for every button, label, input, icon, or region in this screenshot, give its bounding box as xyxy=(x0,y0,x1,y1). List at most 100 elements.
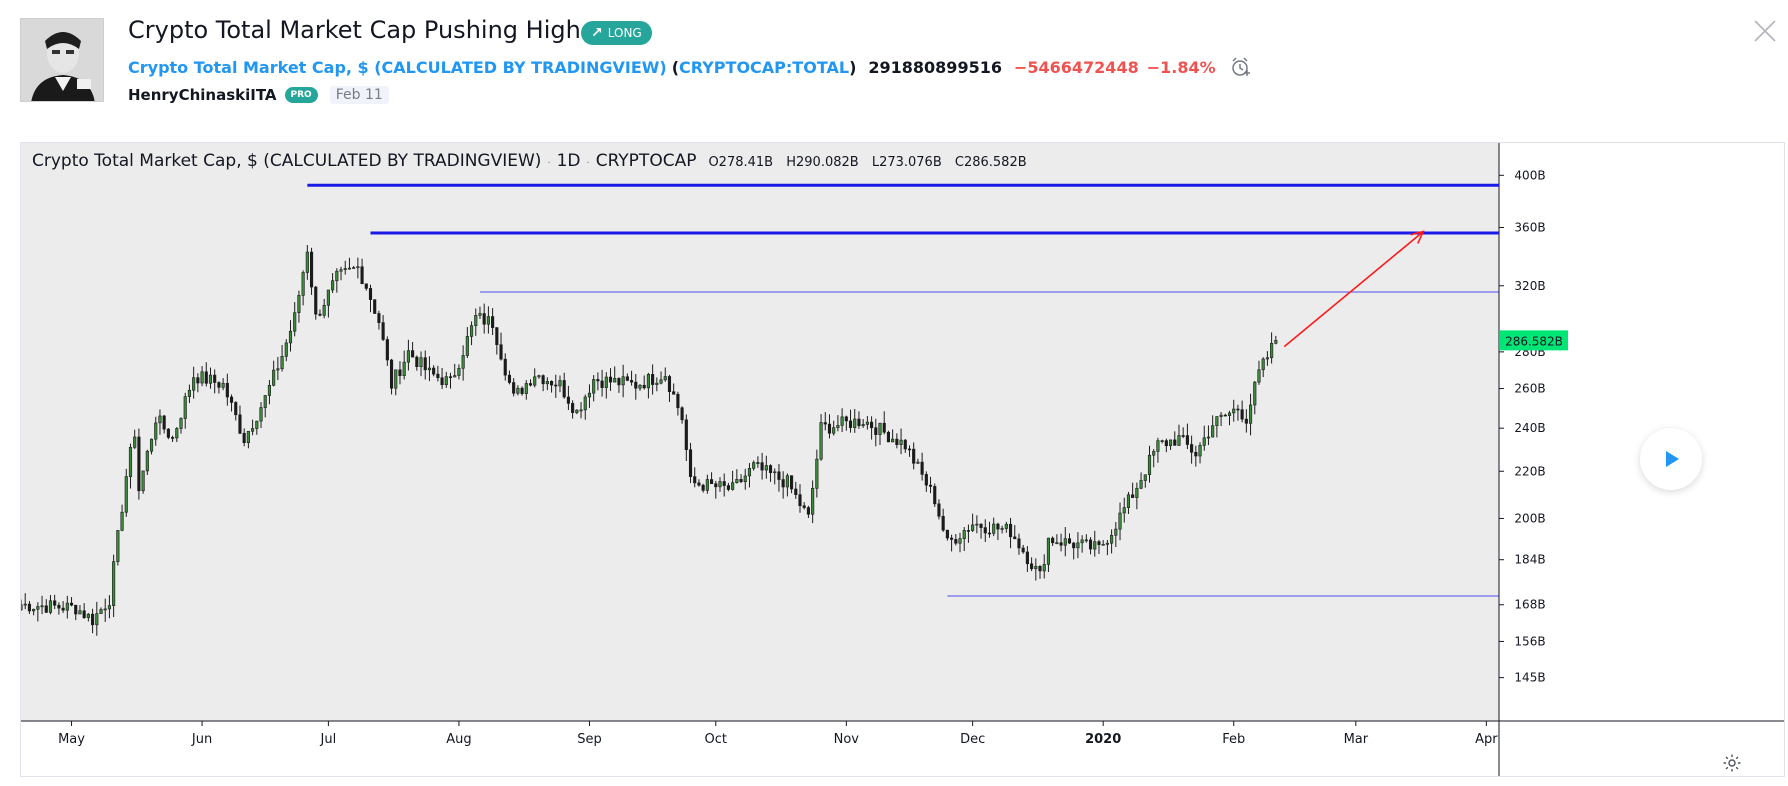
candle-body xyxy=(356,266,360,269)
candle-body xyxy=(996,523,1000,530)
candle-body xyxy=(554,384,558,387)
candle-body xyxy=(107,605,111,610)
candle-body xyxy=(288,330,293,344)
close-button[interactable] xyxy=(1752,18,1778,44)
alarm-clock-icon[interactable] xyxy=(1230,56,1252,78)
legend-symbol: Crypto Total Market Cap, $ (CALCULATED B… xyxy=(32,151,542,171)
candle-body xyxy=(1240,409,1244,420)
author-name-link[interactable]: HenryChinaskiITA xyxy=(128,86,277,104)
candle-body xyxy=(482,313,486,325)
candle-body xyxy=(718,481,722,488)
time-tick-label: Feb xyxy=(1222,732,1245,747)
candle-body xyxy=(343,268,347,270)
candle-body xyxy=(655,382,659,385)
price-chart[interactable]: 440B400B360B320B280B260B240B220B200B184B… xyxy=(21,143,1784,776)
candle-body xyxy=(183,396,187,419)
candle-body xyxy=(423,357,427,371)
candle-body xyxy=(600,380,604,388)
candle-body xyxy=(672,391,676,395)
candle-body xyxy=(579,409,583,412)
candle-body xyxy=(1135,487,1139,498)
candle-body xyxy=(91,613,95,626)
candle-body xyxy=(954,539,958,544)
candle-body xyxy=(1253,381,1257,406)
candle-body xyxy=(625,376,629,381)
pro-badge: PRO xyxy=(284,87,318,103)
candle-body xyxy=(1105,542,1109,545)
price-tick-label: 145B xyxy=(1514,671,1545,685)
candle-body xyxy=(1114,528,1118,536)
symbol-name-link[interactable]: Crypto Total Market Cap, $ (CALCULATED B… xyxy=(128,57,667,77)
candle-body xyxy=(103,608,107,611)
time-tick-label: 2020 xyxy=(1085,732,1121,747)
legend-low: L273.076B xyxy=(871,155,942,170)
candle-body xyxy=(120,511,124,531)
candle-body xyxy=(436,373,440,379)
candle-body xyxy=(179,418,183,429)
candle-body xyxy=(40,605,44,608)
candle-body xyxy=(1067,538,1072,544)
candle-body xyxy=(781,479,785,488)
candle-body xyxy=(962,530,966,539)
chart-container[interactable]: 440B400B360B320B280B260B240B220B200B184B… xyxy=(20,142,1785,777)
candle-body xyxy=(171,437,175,439)
candle-body xyxy=(297,295,301,314)
candle-body xyxy=(768,465,773,474)
candle-body xyxy=(364,283,368,289)
candle-body xyxy=(638,384,642,389)
candle-body xyxy=(966,530,970,532)
candle-body xyxy=(86,613,90,618)
candle-body xyxy=(630,380,634,383)
price-tick-label: 168B xyxy=(1514,598,1545,612)
symbol-ticker-link[interactable]: CRYPTOCAP:TOTAL xyxy=(679,57,850,77)
candle-body xyxy=(82,610,86,618)
candle-body xyxy=(933,486,937,505)
candle-body xyxy=(69,602,74,606)
candle-body xyxy=(204,371,208,384)
candle-body xyxy=(112,561,116,606)
candle-body xyxy=(1223,414,1227,417)
candle-body xyxy=(419,357,423,367)
candle-body xyxy=(1236,408,1240,411)
candle-body xyxy=(583,396,587,411)
price-tick-label: 360B xyxy=(1514,220,1545,234)
candle-body xyxy=(1030,563,1034,570)
candle-body xyxy=(78,610,82,615)
symbol-close-paren: ) xyxy=(849,57,857,77)
candle-body xyxy=(790,475,794,490)
candle-body xyxy=(1017,538,1021,549)
candle-body xyxy=(385,339,389,361)
chart-settings-button[interactable] xyxy=(1719,751,1745,775)
candle-body xyxy=(571,403,575,413)
play-button[interactable] xyxy=(1640,428,1702,490)
candle-body xyxy=(550,381,554,386)
candle-body xyxy=(853,418,857,428)
projection-arrow-line xyxy=(1283,230,1424,348)
candle-body xyxy=(377,313,381,323)
long-badge-label: LONG xyxy=(607,26,642,40)
candle-body xyxy=(1185,435,1189,445)
candle-body xyxy=(326,289,330,306)
candle-body xyxy=(335,270,339,282)
symbol-open-paren: ( xyxy=(671,57,680,77)
candle-body xyxy=(722,481,726,486)
idea-title: Crypto Total Market Cap Pushing Higher xyxy=(128,16,606,44)
price-tick-label: 260B xyxy=(1514,382,1545,396)
candle-body xyxy=(937,503,941,517)
candle-body xyxy=(705,479,709,491)
candle-body xyxy=(145,450,149,472)
candle-body xyxy=(836,425,840,428)
candle-body xyxy=(1072,542,1076,549)
candle-body xyxy=(263,395,267,408)
candle-body xyxy=(663,376,667,381)
long-badge[interactable]: ↗ LONG xyxy=(581,21,652,45)
candle-body xyxy=(928,484,933,487)
candle-body xyxy=(208,374,213,384)
candle-body xyxy=(710,479,714,485)
candle-body xyxy=(301,272,305,296)
candle-body xyxy=(950,537,954,540)
candle-body xyxy=(1274,340,1278,344)
candle-body xyxy=(992,523,996,534)
author-avatar[interactable] xyxy=(20,18,104,102)
candle-body xyxy=(309,251,314,288)
